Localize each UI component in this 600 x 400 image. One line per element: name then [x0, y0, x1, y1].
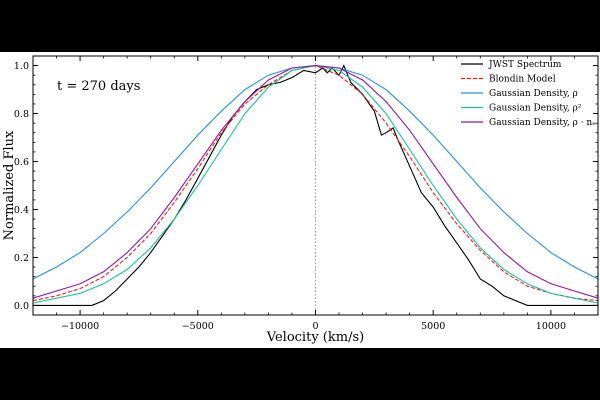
legend-label-1: JWST Spectrum	[488, 60, 562, 70]
time-annotation: t = 270 days	[57, 79, 140, 94]
plot-lines	[32, 64, 599, 306]
x-tick-label: −10000	[61, 321, 99, 332]
legend-label-3: Gaussian Density, ρ	[489, 89, 578, 99]
line-chart: −10000 −5000 0 5000 10000 0.0 0.2 0.4 0.6 0.8 1.0…	[2, 55, 599, 345]
x-tick-label: −5000	[182, 321, 214, 332]
legend: JWST Spectrum Blondin Model Gaussian Densi…	[461, 60, 596, 128]
y-tick-label: 1.0	[14, 61, 29, 72]
y-tick-label: 0.2	[14, 253, 29, 264]
legend-label-4: Gaussian Density, ρ²	[489, 104, 582, 114]
y-axis-ticks: 0.0 0.2 0.4 0.6 0.8 1.0	[14, 61, 598, 316]
x-axis-ticks: −10000 −5000 0 5000 10000	[32, 56, 599, 332]
x-tick-label: 10000	[536, 321, 566, 332]
x-tick-label: 5000	[421, 321, 445, 332]
y-tick-label: 0.4	[14, 205, 29, 216]
y-axis-title: Normalized Flux	[2, 130, 17, 240]
series-line-5	[32, 65, 599, 299]
figure: −10000 −5000 0 5000 10000 0.0 0.2 0.4 0.6 0.8 1.0…	[0, 52, 600, 348]
x-axis-title: Velocity (km/s)	[266, 330, 364, 345]
y-tick-label: 0.0	[14, 301, 29, 312]
x-tick-label: 0	[312, 321, 318, 332]
y-tick-label: 0.8	[14, 109, 29, 120]
y-tick-label: 0.6	[14, 157, 29, 168]
legend-label-2: Blondin Model	[489, 75, 556, 85]
series-line-1	[33, 64, 598, 306]
legend-label-5: Gaussian Density, ρ · nₑ	[489, 118, 596, 128]
